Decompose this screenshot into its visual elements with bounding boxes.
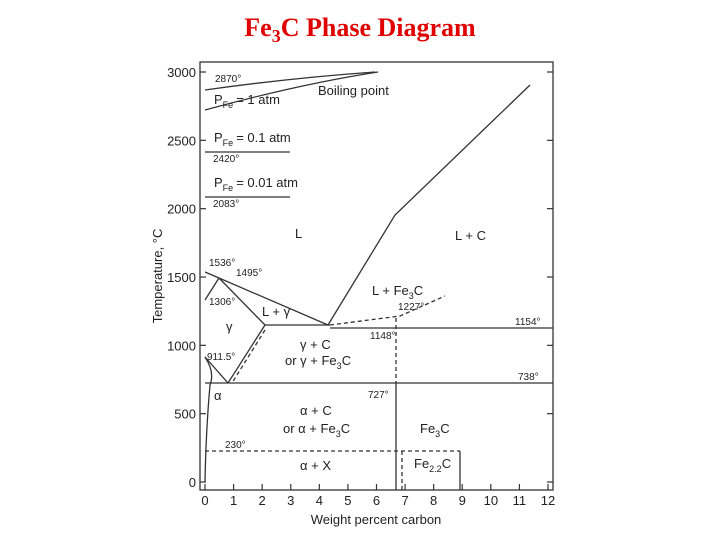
y-tick-label: 2000: [167, 202, 196, 217]
boundary: [204, 71, 376, 91]
region-part: or α + Fe: [283, 421, 336, 436]
pressure-part: = 0.1 atm: [236, 130, 291, 145]
temp-label: 1536°: [209, 258, 235, 269]
x-axis-title: Weight percent carbon: [311, 512, 442, 527]
x-tick-label: 8: [430, 493, 437, 508]
boundary: [227, 324, 266, 384]
x-tick-label: 3: [287, 493, 294, 508]
x-tick-label: 5: [344, 493, 351, 508]
pressure-part: = 1 atm: [236, 92, 280, 107]
y-tick-label: 0: [189, 475, 196, 490]
temp-label: 2870°: [215, 74, 241, 85]
temp-label: 1154°: [515, 317, 541, 328]
temp-label: 230°: [225, 440, 246, 451]
pressure-sub: Fe: [223, 183, 234, 193]
boundary: [204, 277, 220, 301]
boundary: [204, 356, 229, 384]
region-label: Fe3C: [420, 421, 450, 439]
pressure-part: P: [214, 130, 223, 145]
pressure-part: P: [214, 175, 223, 190]
x-tick-label: 11: [513, 493, 527, 508]
region-label: γ + C: [300, 337, 331, 352]
pressure-label: PFe = 0.01 atm: [214, 175, 298, 193]
region-part: C: [342, 353, 351, 368]
x-tick-label: 6: [373, 493, 380, 508]
boundary: [204, 356, 213, 483]
boundary: [204, 71, 379, 111]
region-part: C: [341, 421, 350, 436]
solidus: [218, 277, 266, 326]
title-part: Fe: [244, 13, 271, 42]
region-sub: 3: [409, 291, 414, 301]
region-sub: 3: [336, 429, 341, 439]
y-axis-title: Temperature, °C: [150, 229, 165, 324]
liquidus: [327, 84, 531, 326]
region-sub: 2.2: [429, 464, 442, 474]
region-label: or α + Fe3C: [283, 421, 350, 439]
region-sub: 3: [337, 361, 342, 371]
region-part: C: [442, 456, 451, 471]
region-part: Fe: [414, 456, 429, 471]
pressure-sub: Fe: [223, 138, 234, 148]
region-label: α + C: [300, 403, 332, 418]
region-label: L: [295, 226, 302, 241]
temp-label: 1306°: [209, 297, 235, 308]
temp-label: 911.5°: [207, 352, 235, 363]
x-tick-label: 9: [459, 493, 466, 508]
region-part: or γ + Fe: [285, 353, 337, 368]
pressure-part: P: [214, 92, 223, 107]
region-label: α: [214, 388, 222, 403]
x-tick-label: 7: [401, 493, 408, 508]
x-tick-label: 0: [201, 493, 208, 508]
region-label: γ: [226, 319, 233, 334]
region-label: or γ + Fe3C: [285, 353, 351, 371]
pressure-label: PFe = 0.1 atm: [214, 130, 291, 148]
region-label: Boiling point: [318, 83, 389, 98]
region-part: C: [414, 283, 423, 298]
dashed: [231, 329, 266, 384]
title-sub: 3: [272, 26, 281, 46]
title-part: C Phase Diagram: [281, 13, 476, 42]
pressure-sub: Fe: [223, 100, 234, 110]
pressure-part: = 0.01 atm: [236, 175, 298, 190]
region-part: L + Fe: [372, 283, 409, 298]
y-tick-label: 2500: [167, 133, 196, 148]
temp-label: 727°: [368, 390, 389, 401]
region-sub: 3: [435, 429, 440, 439]
y-tick-label: 1000: [167, 338, 196, 353]
x-tick-label: 1: [230, 493, 237, 508]
temp-label: 1227°: [398, 302, 424, 313]
temp-label: 2420°: [213, 154, 239, 165]
temp-label: 2083°: [213, 199, 239, 210]
region-part: Fe: [420, 421, 435, 436]
x-tick-label: 4: [316, 493, 323, 508]
x-tick-label: 12: [541, 493, 555, 508]
boundaries: [204, 71, 553, 490]
region-part: C: [440, 421, 449, 436]
x-tick-label: 2: [259, 493, 266, 508]
region-label: Fe2.2C: [414, 456, 451, 474]
temp-label: 738°: [518, 372, 539, 383]
pressure-label: PFe = 1 atm: [214, 92, 280, 110]
dashed: [329, 295, 446, 326]
y-tick-label: 500: [174, 407, 196, 422]
temp-label: 1495°: [236, 268, 262, 279]
region-label: L + Fe3C: [372, 283, 423, 301]
y-tick-label: 3000: [167, 65, 196, 80]
title: Fe3C Phase Diagram: [244, 13, 476, 46]
temp-label: 1148°: [370, 331, 396, 342]
region-label: L + C: [455, 228, 486, 243]
region-label: α + X: [300, 458, 331, 473]
region-label: L + γ: [262, 304, 291, 319]
y-tick-label: 1500: [167, 270, 196, 285]
x-tick-label: 10: [484, 493, 498, 508]
